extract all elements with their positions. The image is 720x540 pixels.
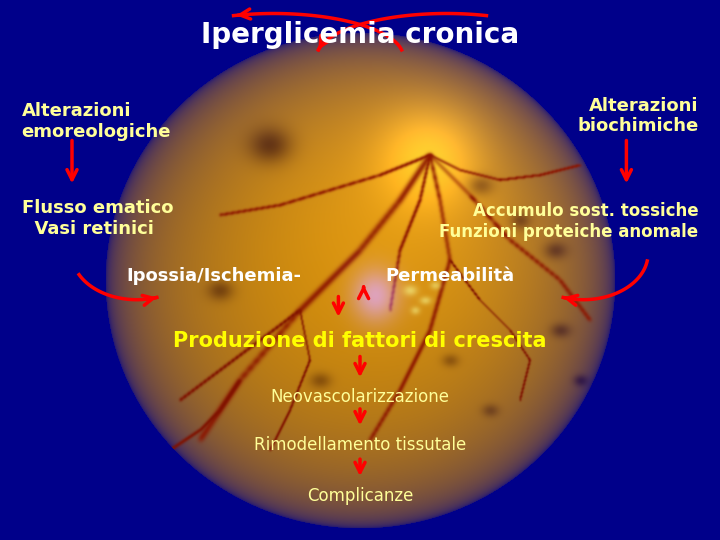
Text: Rimodellamento tissutale: Rimodellamento tissutale: [254, 436, 466, 455]
Text: Alterazioni
biochimiche: Alterazioni biochimiche: [577, 97, 698, 136]
Text: Permeabilità: Permeabilità: [385, 267, 514, 286]
Text: Alterazioni
emoreologiche: Alterazioni emoreologiche: [22, 102, 171, 141]
Text: Ipossia/Ischemia-: Ipossia/Ischemia-: [126, 267, 301, 286]
Text: Accumulo sost. tossiche
Funzioni proteiche anomale: Accumulo sost. tossiche Funzioni proteic…: [439, 202, 698, 241]
Text: Flusso ematico
  Vasi retinici: Flusso ematico Vasi retinici: [22, 199, 173, 238]
Text: Iperglicemia cronica: Iperglicemia cronica: [201, 21, 519, 49]
Text: Neovascolarizzazione: Neovascolarizzazione: [271, 388, 449, 406]
Text: Complicanze: Complicanze: [307, 487, 413, 505]
Text: Produzione di fattori di crescita: Produzione di fattori di crescita: [174, 331, 546, 352]
